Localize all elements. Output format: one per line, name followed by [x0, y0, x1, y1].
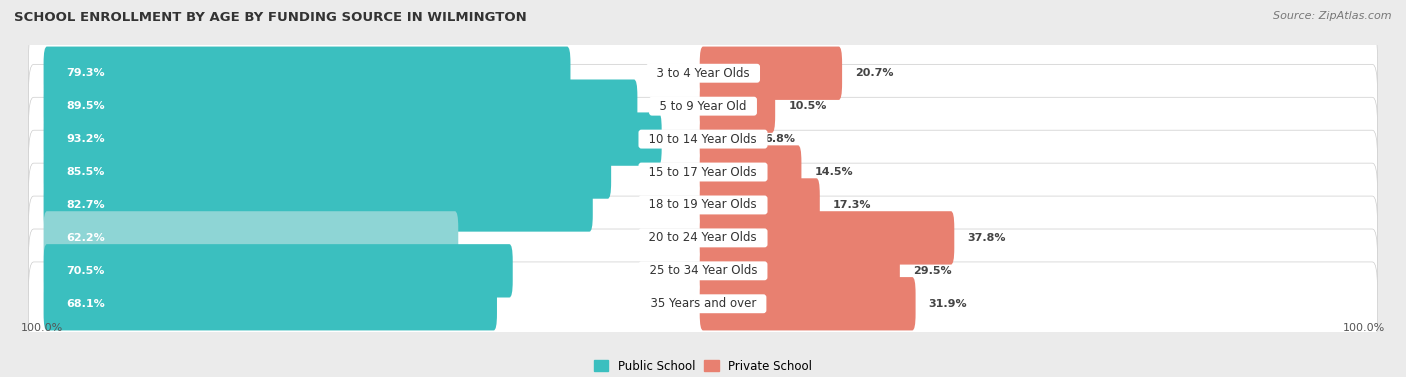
Text: 31.9%: 31.9%: [929, 299, 967, 309]
Text: 89.5%: 89.5%: [66, 101, 105, 111]
Text: 29.5%: 29.5%: [912, 266, 952, 276]
FancyBboxPatch shape: [44, 146, 612, 199]
FancyBboxPatch shape: [28, 130, 1378, 214]
FancyBboxPatch shape: [700, 46, 842, 100]
FancyBboxPatch shape: [700, 80, 775, 133]
Text: 79.3%: 79.3%: [66, 68, 105, 78]
Text: 82.7%: 82.7%: [66, 200, 105, 210]
Legend: Public School, Private School: Public School, Private School: [589, 355, 817, 377]
FancyBboxPatch shape: [28, 97, 1378, 181]
Text: 62.2%: 62.2%: [66, 233, 105, 243]
Text: 93.2%: 93.2%: [66, 134, 105, 144]
Text: 37.8%: 37.8%: [967, 233, 1005, 243]
Text: 20 to 24 Year Olds: 20 to 24 Year Olds: [641, 231, 765, 244]
FancyBboxPatch shape: [44, 46, 571, 100]
FancyBboxPatch shape: [44, 244, 513, 297]
Text: 85.5%: 85.5%: [66, 167, 105, 177]
FancyBboxPatch shape: [700, 178, 820, 231]
FancyBboxPatch shape: [44, 277, 496, 331]
Text: 17.3%: 17.3%: [832, 200, 872, 210]
Text: 5 to 9 Year Old: 5 to 9 Year Old: [652, 100, 754, 113]
FancyBboxPatch shape: [44, 112, 662, 166]
FancyBboxPatch shape: [700, 211, 955, 265]
FancyBboxPatch shape: [700, 146, 801, 199]
Text: 18 to 19 Year Olds: 18 to 19 Year Olds: [641, 198, 765, 211]
Text: 100.0%: 100.0%: [21, 323, 63, 334]
Text: 10 to 14 Year Olds: 10 to 14 Year Olds: [641, 133, 765, 146]
Text: 14.5%: 14.5%: [814, 167, 853, 177]
FancyBboxPatch shape: [28, 196, 1378, 280]
FancyBboxPatch shape: [28, 64, 1378, 148]
FancyBboxPatch shape: [44, 80, 637, 133]
Text: 25 to 34 Year Olds: 25 to 34 Year Olds: [641, 264, 765, 277]
FancyBboxPatch shape: [44, 211, 458, 265]
FancyBboxPatch shape: [28, 229, 1378, 313]
Text: 68.1%: 68.1%: [66, 299, 105, 309]
FancyBboxPatch shape: [700, 112, 751, 166]
Text: 3 to 4 Year Olds: 3 to 4 Year Olds: [650, 67, 756, 80]
FancyBboxPatch shape: [28, 163, 1378, 247]
Text: 10.5%: 10.5%: [789, 101, 827, 111]
Text: 20.7%: 20.7%: [855, 68, 894, 78]
Text: 15 to 17 Year Olds: 15 to 17 Year Olds: [641, 166, 765, 179]
FancyBboxPatch shape: [44, 178, 593, 231]
Text: Source: ZipAtlas.com: Source: ZipAtlas.com: [1274, 11, 1392, 21]
Text: 6.8%: 6.8%: [763, 134, 794, 144]
FancyBboxPatch shape: [28, 262, 1378, 346]
Text: 100.0%: 100.0%: [1343, 323, 1385, 334]
FancyBboxPatch shape: [700, 244, 900, 297]
Text: SCHOOL ENROLLMENT BY AGE BY FUNDING SOURCE IN WILMINGTON: SCHOOL ENROLLMENT BY AGE BY FUNDING SOUR…: [14, 11, 527, 24]
FancyBboxPatch shape: [28, 31, 1378, 115]
FancyBboxPatch shape: [700, 277, 915, 331]
Text: 70.5%: 70.5%: [66, 266, 105, 276]
Text: 35 Years and over: 35 Years and over: [643, 297, 763, 310]
